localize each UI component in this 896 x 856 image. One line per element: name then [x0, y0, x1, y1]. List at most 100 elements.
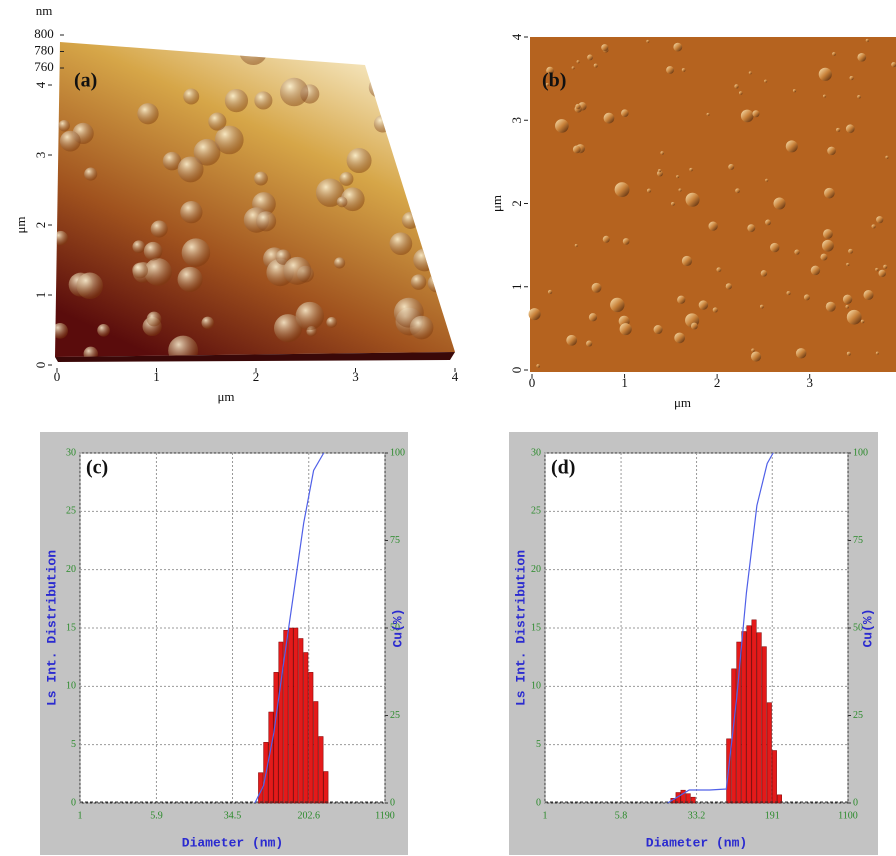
panel-label: (b) — [542, 70, 566, 92]
surface-edge — [55, 352, 455, 362]
particle — [368, 77, 390, 98]
y2-tick-label: 0 — [390, 797, 395, 808]
particle — [181, 238, 211, 267]
y-tick-label: 15 — [531, 622, 541, 633]
particle — [572, 145, 581, 154]
particle — [339, 171, 354, 186]
particle — [208, 112, 227, 131]
particle — [326, 317, 338, 328]
x-tick-label: 1 — [543, 810, 548, 821]
y-tick-label: 2 — [33, 222, 48, 229]
y2-tick-label: 25 — [853, 710, 863, 721]
x-tick-label: 1190 — [375, 810, 395, 821]
afm-image — [530, 37, 896, 372]
bar — [761, 646, 767, 804]
particle — [545, 83, 549, 87]
panel-label: (a) — [74, 70, 97, 92]
x-axis-label: Diameter (nm) — [646, 835, 747, 850]
x-tick-label: 5.8 — [615, 810, 628, 821]
particle — [734, 84, 739, 89]
y-tick-label: 15 — [66, 622, 76, 633]
x-axis-label: Diameter (nm) — [182, 835, 283, 850]
particle — [528, 308, 541, 321]
x-tick-label: 2 — [253, 369, 260, 384]
particle — [413, 248, 437, 272]
x-tick-label: 0 — [529, 375, 536, 390]
bar — [751, 619, 757, 804]
particle — [792, 89, 797, 93]
particle — [593, 63, 598, 68]
particle — [825, 301, 836, 312]
particle — [885, 155, 889, 159]
particle — [214, 125, 244, 155]
particle — [728, 163, 735, 170]
particle — [878, 269, 886, 278]
particle — [546, 66, 554, 75]
y2-axis-label: Cu(%) — [390, 608, 405, 647]
particle — [162, 151, 182, 171]
particle — [146, 311, 162, 327]
particle — [256, 211, 277, 232]
y-tick-label: 0 — [509, 367, 524, 374]
particle — [803, 294, 810, 301]
bar — [771, 750, 777, 804]
particle — [822, 239, 834, 252]
particle — [180, 201, 203, 224]
x-tick-label: 3 — [352, 369, 359, 384]
y2-tick-label: 75 — [390, 535, 400, 546]
particle — [863, 290, 874, 301]
particle — [622, 238, 630, 245]
particle — [177, 266, 203, 292]
particle — [393, 70, 420, 98]
x-tick-label: 1 — [153, 369, 160, 384]
particle — [410, 58, 428, 76]
particle — [566, 334, 578, 346]
bar — [680, 789, 686, 804]
particle — [274, 314, 303, 343]
y2-tick-label: 25 — [390, 710, 400, 721]
particle — [685, 192, 700, 207]
particle — [591, 282, 602, 293]
y-tick-label: 0 — [33, 362, 48, 369]
particle — [857, 52, 867, 62]
particle — [671, 202, 675, 206]
particle — [690, 322, 698, 330]
bar — [746, 625, 752, 804]
particle — [373, 115, 392, 133]
particle — [738, 91, 743, 95]
bar — [776, 794, 782, 804]
bar — [685, 793, 691, 804]
particle — [827, 146, 836, 156]
particle — [760, 270, 768, 277]
y2-axis-label: Cu(%) — [860, 608, 875, 647]
x-tick-label: 1 — [78, 810, 83, 821]
y-tick-label: 20 — [66, 564, 76, 575]
particle — [845, 305, 850, 309]
particle — [224, 89, 249, 113]
particle — [586, 340, 593, 347]
particle — [857, 94, 861, 99]
y-tick-label: 2 — [509, 200, 524, 207]
particle — [740, 109, 754, 123]
y-tick-label: 20 — [531, 564, 541, 575]
y-tick-label: 1 — [33, 292, 48, 299]
particle — [427, 274, 447, 293]
bar — [313, 701, 319, 804]
y-tick-label: 1 — [509, 284, 524, 291]
particle — [239, 42, 268, 66]
particle — [660, 151, 664, 155]
x-tick-label: 202.6 — [297, 810, 320, 821]
particle — [283, 256, 312, 285]
particle — [58, 119, 70, 132]
y-axis-label: μm — [13, 216, 28, 233]
particle — [536, 364, 540, 368]
y2-tick-label: 50 — [853, 622, 863, 633]
particle — [571, 66, 575, 70]
particle — [647, 188, 652, 193]
particle — [409, 315, 434, 340]
particle — [860, 319, 865, 324]
particle — [555, 119, 569, 133]
particle — [410, 274, 427, 290]
panel-label: (c) — [86, 457, 108, 479]
particle — [706, 112, 710, 116]
